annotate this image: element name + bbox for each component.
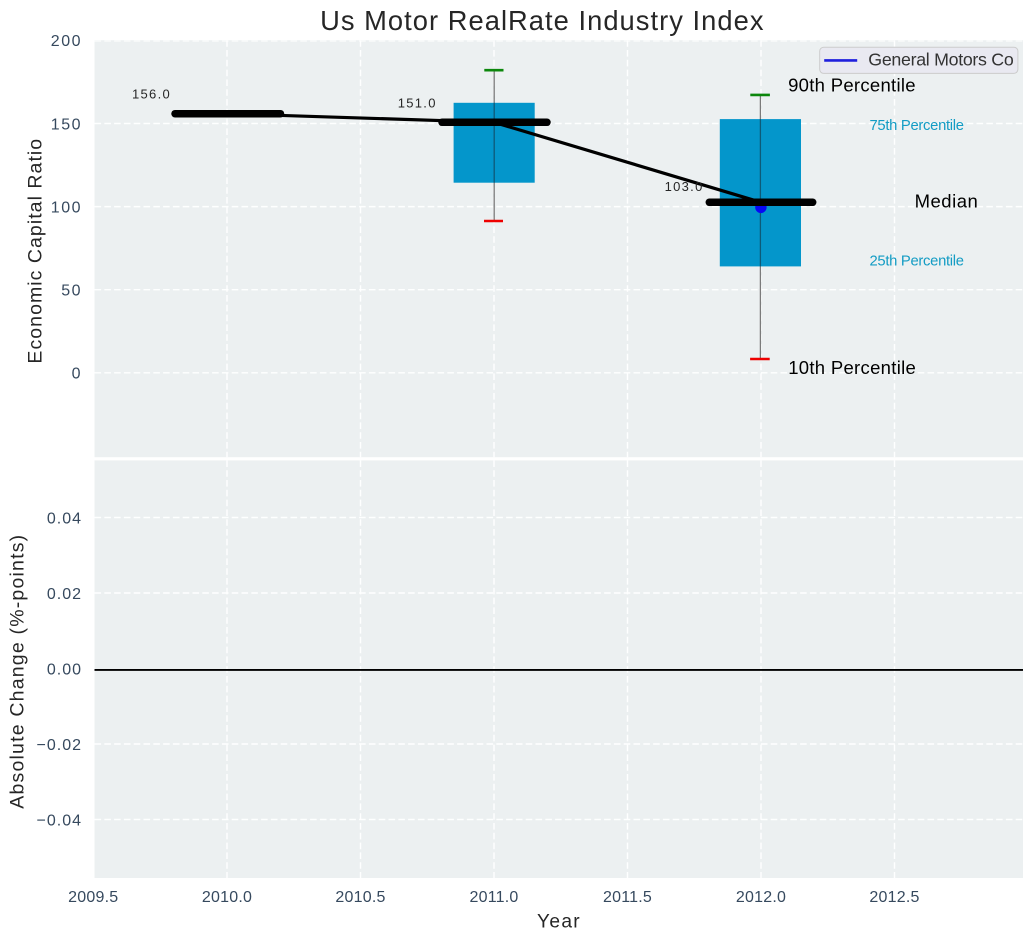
svg-text:200: 200	[51, 33, 82, 50]
svg-text:75th Percentile: 75th Percentile	[870, 118, 964, 134]
svg-text:25th Percentile: 25th Percentile	[870, 253, 964, 269]
svg-text:103.0: 103.0	[665, 179, 704, 194]
svg-text:151.0: 151.0	[398, 96, 437, 111]
svg-text:0.02: 0.02	[47, 586, 82, 603]
svg-text:Absolute Change (%-points): Absolute Change (%-points)	[6, 534, 28, 809]
svg-text:156.0: 156.0	[132, 87, 171, 102]
svg-text:2012.0: 2012.0	[736, 889, 786, 906]
svg-text:2011.5: 2011.5	[603, 889, 652, 906]
svg-text:0: 0	[72, 366, 82, 383]
svg-text:2010.0: 2010.0	[202, 889, 252, 906]
svg-text:150: 150	[51, 116, 82, 133]
svg-text:Year: Year	[537, 912, 581, 933]
svg-text:−0.02: −0.02	[37, 737, 82, 754]
svg-text:10th Percentile: 10th Percentile	[788, 357, 916, 378]
svg-text:2009.5: 2009.5	[68, 889, 118, 906]
svg-text:Median: Median	[915, 191, 979, 212]
svg-text:100: 100	[51, 199, 82, 216]
svg-text:General Motors Co: General Motors Co	[868, 49, 1014, 69]
svg-text:2012.5: 2012.5	[869, 889, 919, 906]
svg-text:0.04: 0.04	[47, 510, 82, 527]
svg-text:2011.0: 2011.0	[470, 889, 519, 906]
svg-text:Economic Capital Ratio: Economic Capital Ratio	[24, 138, 46, 364]
svg-text:−0.04: −0.04	[37, 812, 82, 829]
svg-text:90th Percentile: 90th Percentile	[788, 75, 916, 96]
svg-text:Us Motor RealRate Industry Ind: Us Motor RealRate Industry Index	[320, 5, 764, 36]
svg-text:50: 50	[61, 283, 82, 300]
svg-text:2010.5: 2010.5	[335, 889, 385, 906]
svg-text:0.00: 0.00	[47, 661, 82, 678]
